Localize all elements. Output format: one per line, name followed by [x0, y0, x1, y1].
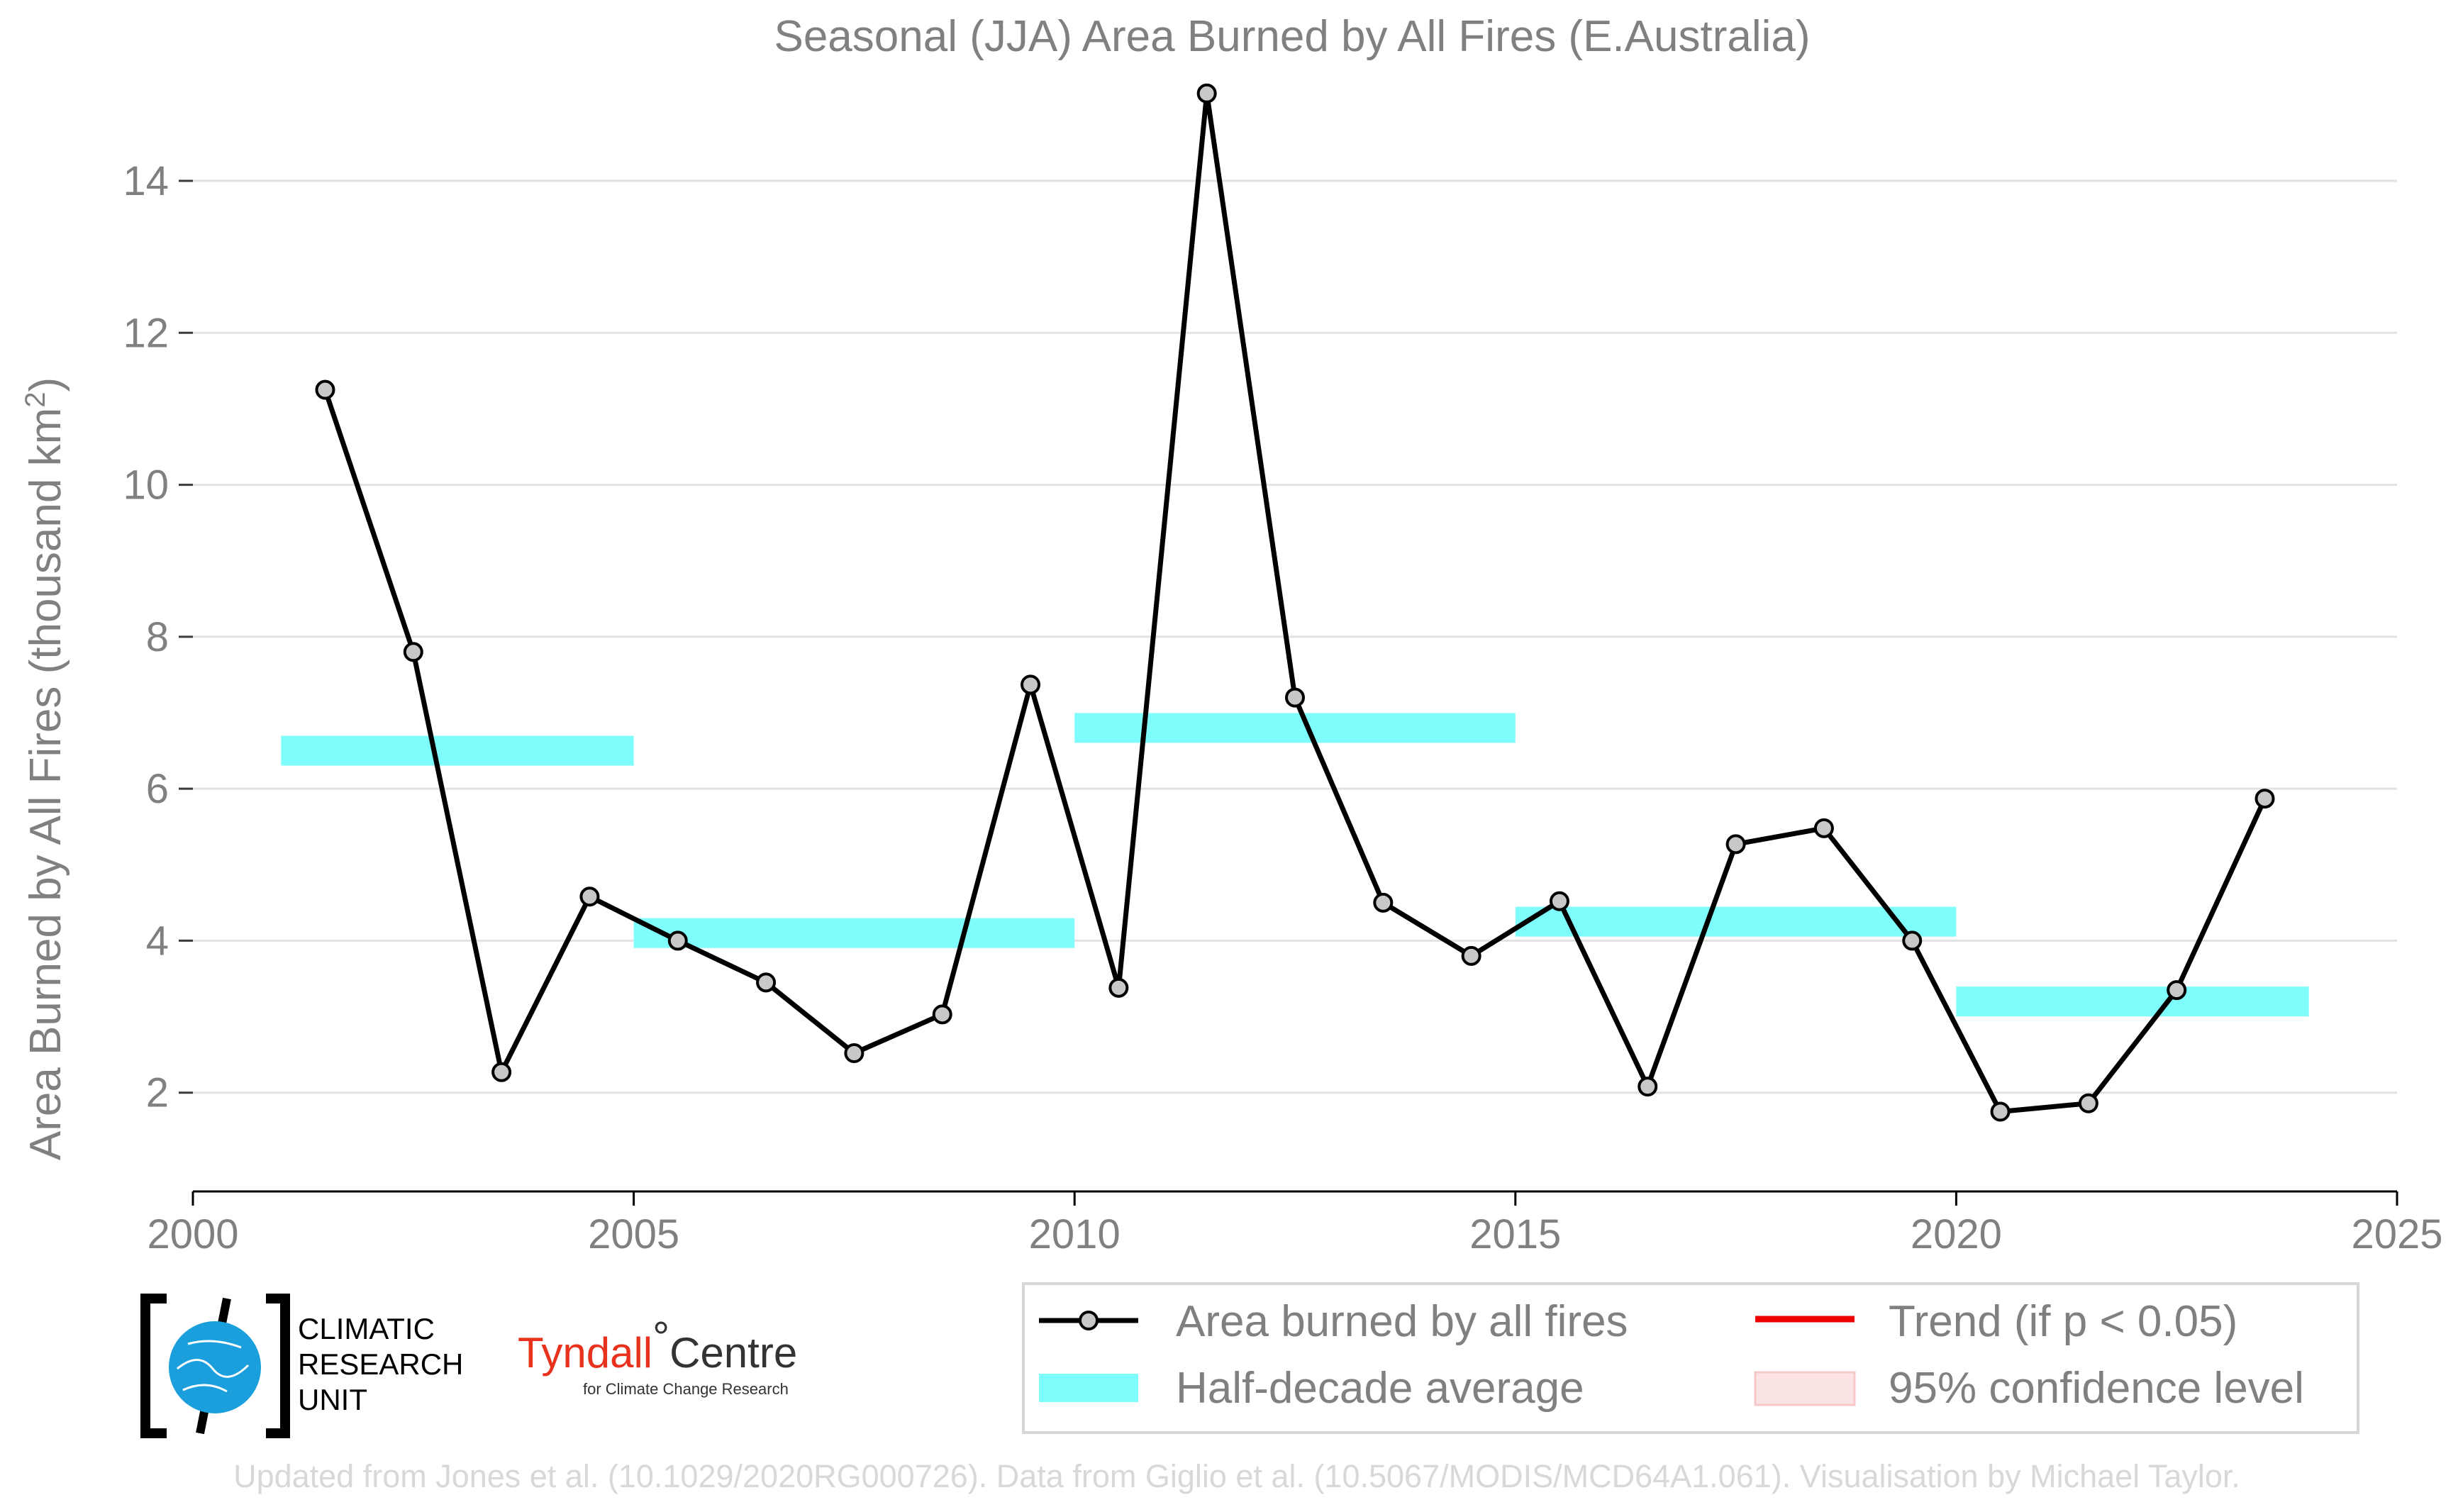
half-decade-band-4 [1956, 986, 2309, 1017]
svg-text:Area Burned by All Fires (thou: Area Burned by All Fires (thousand km2) [20, 377, 70, 1160]
cru-line-3: UNIT [298, 1383, 367, 1416]
data-point-2016.5 [1638, 1077, 1658, 1097]
data-point-2008.5 [932, 1004, 952, 1025]
y-axis-ticks: 2 4 6 8 10 12 14 [123, 158, 193, 1116]
data-point-2014.5 [1461, 945, 1481, 966]
tyndall-subtitle: for Climate Change Research [583, 1380, 789, 1398]
data-point-2004.5 [579, 886, 600, 907]
half-decade-band-2 [1074, 713, 1516, 743]
y-tick-label-2: 2 [146, 1070, 169, 1116]
cru-line-2: RESEARCH [298, 1347, 463, 1381]
legend-label-area: Area burned by all fires [1176, 1297, 1628, 1346]
globe-icon [169, 1321, 261, 1413]
x-axis: 2000 2005 2010 2015 2020 2025 [147, 1190, 2443, 1257]
area-burned-line [323, 91, 2267, 1114]
cru-logo: CLIMATIC RESEARCH UNIT [140, 1294, 463, 1438]
tyndall-degree: ° [652, 1313, 669, 1361]
legend-confidence-swatch [1754, 1371, 1856, 1406]
grid-lines [193, 179, 2397, 1094]
half-decade-band-1 [633, 918, 1075, 948]
x-tick-label-2010: 2010 [1029, 1211, 1121, 1257]
svg-text:Tyndall°Centre: Tyndall°Centre [518, 1313, 797, 1377]
x-tick-label-2025: 2025 [2351, 1211, 2442, 1257]
footer-credit: Updated from Jones et al. (10.1029/2020R… [233, 1458, 2240, 1494]
y-tick-label-12: 12 [123, 310, 169, 356]
tyndall-name: Tyndall [518, 1329, 652, 1377]
data-point-2012.5 [1285, 687, 1305, 708]
x-tick-label-2020: 2020 [1911, 1211, 2002, 1257]
legend: Area burned by all fires Half-decade ave… [1022, 1282, 2359, 1434]
data-point-2022.5 [2167, 980, 2187, 1001]
legend-frame [1022, 1282, 2359, 1434]
y-axis-label-superscript: 2 [20, 392, 51, 408]
half-decade-bands [281, 713, 2309, 1017]
data-point-2017.5 [1725, 834, 1746, 855]
y-axis-label-close: ) [21, 377, 70, 392]
data-point-2015.5 [1549, 891, 1569, 911]
legend-label-trend: Trend (if p < 0.05) [1889, 1297, 2237, 1346]
data-point-2023.5 [2254, 789, 2275, 809]
data-point-2002.5 [403, 642, 423, 662]
y-tick-label-14: 14 [123, 158, 169, 204]
data-point-2021.5 [2078, 1093, 2098, 1113]
legend-label-half-decade: Half-decade average [1176, 1364, 1584, 1413]
y-tick-label-4: 4 [146, 918, 169, 964]
y-tick-label-6: 6 [146, 766, 169, 812]
cru-logo-left-bracket [140, 1294, 167, 1438]
data-point-2018.5 [1813, 818, 1834, 838]
y-axis-label: Area Burned by All Fires (thousand km2) [20, 377, 70, 1160]
legend-marker-swatch [1079, 1311, 1099, 1330]
data-point-2003.5 [491, 1062, 512, 1082]
x-tick-label-2015: 2015 [1469, 1211, 1561, 1257]
y-tick-label-8: 8 [146, 614, 169, 660]
data-point-2007.5 [844, 1043, 864, 1063]
x-tick-label-2000: 2000 [147, 1211, 238, 1257]
cru-line-1: CLIMATIC [298, 1312, 435, 1345]
globe-lines-icon [177, 1340, 250, 1393]
y-tick-label-10: 10 [123, 462, 169, 508]
legend-band-swatch [1039, 1374, 1138, 1402]
tyndall-centre: Centre [669, 1329, 797, 1377]
data-point-2020.5 [1990, 1101, 2011, 1122]
x-tick-label-2005: 2005 [588, 1211, 679, 1257]
data-point-2019.5 [1902, 930, 1923, 951]
half-decade-band-0 [281, 735, 634, 766]
legend-label-confidence: 95% confidence level [1889, 1364, 2304, 1413]
data-point-2011.5 [1196, 83, 1217, 104]
data-point-2013.5 [1373, 892, 1394, 913]
half-decade-band-3 [1515, 906, 1957, 937]
data-point-2001.5 [315, 379, 335, 400]
y-axis-label-text: Area Burned by All Fires (thousand km [21, 408, 70, 1160]
data-point-2010.5 [1108, 977, 1129, 998]
area-burned-series [315, 83, 2275, 1122]
data-point-2005.5 [667, 930, 688, 951]
cru-logo-right-bracket [266, 1294, 290, 1438]
data-point-2009.5 [1021, 674, 1041, 695]
chart-title: Seasonal (JJA) Area Burned by All Fires … [774, 12, 1810, 61]
data-point-2006.5 [756, 972, 777, 993]
tyndall-logo: Tyndall°Centre for Climate Change Resear… [518, 1313, 797, 1398]
